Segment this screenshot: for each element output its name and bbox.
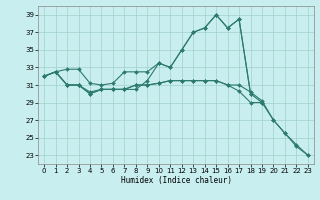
X-axis label: Humidex (Indice chaleur): Humidex (Indice chaleur) bbox=[121, 176, 231, 185]
